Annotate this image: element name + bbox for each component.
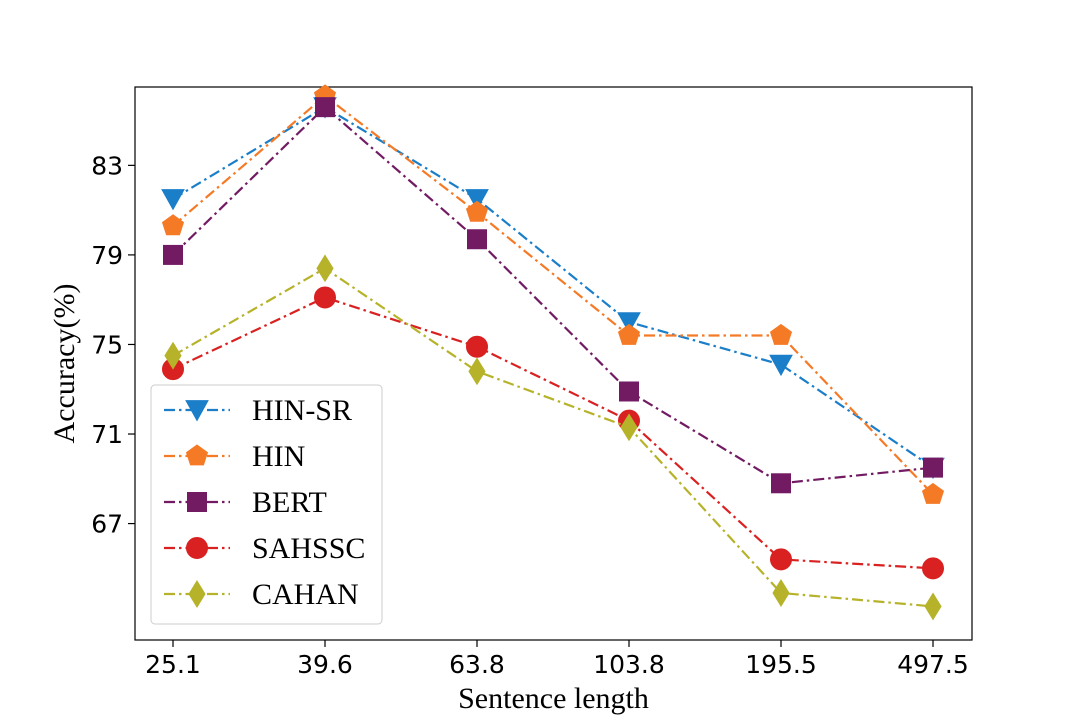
y-tick-label-79: 79 (91, 241, 123, 270)
point-hin-sr-63-8 (465, 189, 489, 211)
point-cahan-497-5 (924, 592, 942, 621)
legend-marker-sahssc (186, 537, 208, 559)
point-sahssc-195-5 (770, 548, 792, 571)
point-hin-497-5 (921, 482, 945, 504)
point-sahssc-63-8 (466, 335, 488, 358)
point-cahan-63-8 (468, 357, 486, 386)
y-tick-label-75: 75 (91, 330, 123, 359)
x-tick-label-25-1: 25.1 (145, 650, 201, 679)
point-bert-25-1 (163, 244, 183, 265)
x-axis: 25.1 39.6 63.8 103.8 195.5 497.5 (145, 640, 969, 679)
point-hin-sr-195-5 (769, 354, 793, 377)
y-tick-label-71: 71 (91, 420, 123, 449)
point-cahan-195-5 (772, 579, 790, 607)
series-line-hin (172, 94, 934, 496)
x-axis-label: Sentence length (458, 682, 649, 715)
legend-marker-hin (185, 444, 209, 466)
legend-entry-hin: HIN (164, 440, 305, 473)
legend-label-sahssc: SAHSSC (252, 532, 365, 565)
legend-label-bert: BERT (252, 486, 327, 519)
series-bert (163, 97, 943, 494)
legend-entry-bert: BERT (164, 486, 327, 519)
legend-label-hin: HIN (252, 440, 305, 473)
point-hin-103-8 (617, 323, 641, 345)
legend-entry-sahssc: SAHSSC (164, 532, 365, 565)
point-sahssc-39-6 (314, 286, 336, 309)
point-cahan-39-6 (316, 254, 334, 283)
series-hin (161, 84, 945, 504)
x-tick-label-63-8: 63.8 (449, 650, 505, 679)
legend-label-cahan: CAHAN (252, 578, 359, 611)
legend-entry-hin-sr: HIN-SR (164, 394, 352, 427)
legend-marker-cahan (188, 580, 206, 608)
series-layer (161, 84, 945, 621)
point-bert-195-5 (771, 473, 791, 494)
point-sahssc-497-5 (922, 557, 944, 580)
point-hin-63-8 (465, 200, 489, 222)
point-cahan-25-1 (164, 341, 182, 370)
point-bert-63-8 (467, 229, 487, 250)
y-tick-label-67: 67 (91, 510, 123, 539)
series-line-sahssc (172, 296, 934, 570)
legend-entry-cahan: CAHAN (164, 578, 359, 611)
point-hin-195-5 (769, 323, 793, 345)
legend-box (150, 384, 383, 625)
y-axis-label: Accuracy(%) (48, 284, 81, 444)
x-tick-label-497-5: 497.5 (897, 650, 969, 679)
series-line-hin-sr (172, 105, 934, 469)
point-bert-103-8 (619, 381, 639, 402)
legend-marker-hin-sr (185, 400, 209, 422)
series-cahan (164, 254, 942, 621)
point-hin-sr-25-1 (161, 189, 185, 211)
point-bert-39-6 (315, 97, 335, 118)
x-tick-label-195-5: 195.5 (745, 650, 817, 679)
point-cahan-103-8 (620, 413, 638, 442)
series-line-bert (172, 105, 934, 485)
point-hin-sr-103-8 (617, 312, 641, 334)
y-axis: 67 71 75 79 83 (91, 151, 135, 539)
legend: HIN-SR HIN BERT SAHSSC CAHAN (150, 384, 383, 625)
series-line-cahan (172, 267, 934, 608)
legend-marker-bert (187, 492, 207, 512)
legend-label-hin-sr: HIN-SR (252, 394, 352, 427)
point-bert-497-5 (923, 457, 943, 478)
point-hin-25-1 (161, 214, 185, 236)
y-tick-label-83: 83 (91, 151, 123, 180)
x-tick-label-39-6: 39.6 (297, 650, 353, 679)
x-tick-label-103-8: 103.8 (593, 650, 665, 679)
